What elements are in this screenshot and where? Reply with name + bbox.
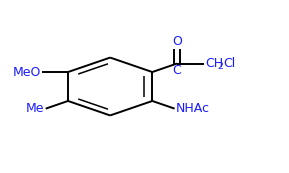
- Text: NHAc: NHAc: [176, 102, 210, 115]
- Text: Cl: Cl: [223, 57, 235, 70]
- Text: O: O: [172, 35, 182, 48]
- Text: CH: CH: [206, 57, 224, 70]
- Text: C: C: [173, 64, 181, 77]
- Text: MeO: MeO: [12, 66, 41, 79]
- Text: 2: 2: [218, 62, 224, 71]
- Text: Me: Me: [26, 102, 44, 115]
